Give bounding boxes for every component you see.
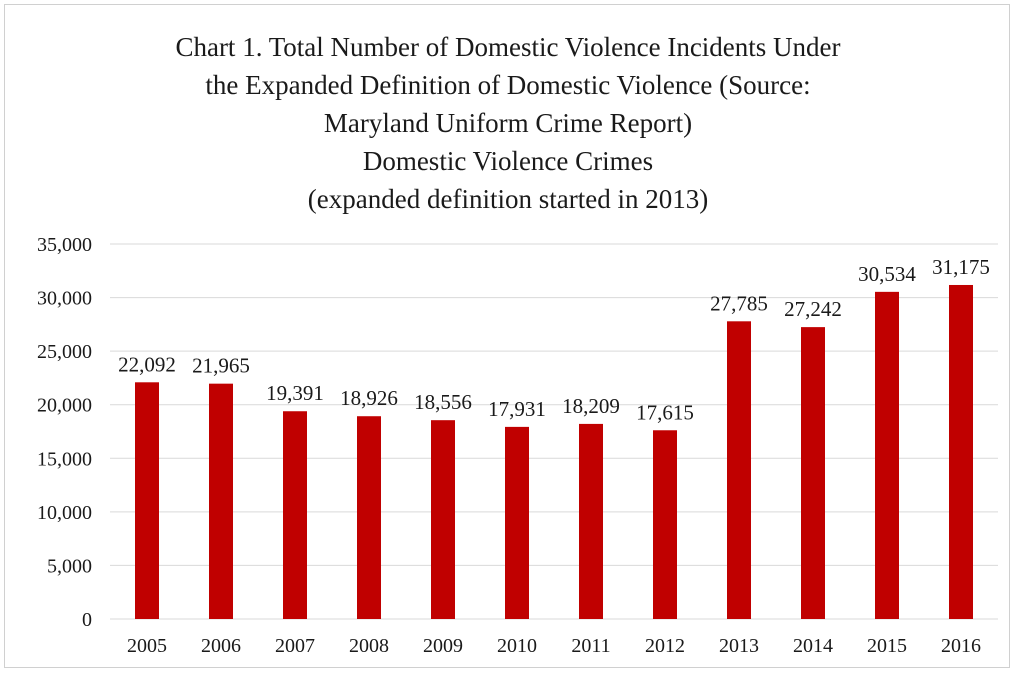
- bar-2006: [209, 383, 233, 619]
- chart-title-line-1: Chart 1. Total Number of Domestic Violen…: [175, 32, 841, 62]
- bars: [135, 284, 973, 619]
- x-axis-category-labels: 2005 2006 2007 2008 2009 2010 2011 2012 2013 2014…: [127, 635, 981, 657]
- y-tick-label: 10,000: [37, 502, 92, 524]
- x-category-label-2006: 2006: [201, 635, 241, 657]
- bar-value-label-2010: 17,931: [488, 397, 546, 421]
- bar-2007: [283, 411, 307, 619]
- chart-title-line-5: (expanded definition started in 2013): [307, 184, 709, 214]
- chart-title-line-3: Maryland Uniform Crime Report): [323, 108, 693, 138]
- bar-value-labels: 22,092 21,965 19,391 18,926 18,556 17,931 18,2…: [118, 255, 990, 424]
- y-tick-label: 25,000: [37, 341, 92, 363]
- grid-lines: [110, 243, 998, 620]
- chart-title-line-2: the Expanded Definition of Domestic Viol…: [205, 70, 811, 100]
- chart-title-line-4: Domestic Violence Crimes: [362, 146, 654, 176]
- y-tick-label: 5,000: [47, 555, 92, 577]
- bar-value-label-2009: 18,556: [414, 390, 472, 414]
- bar-2015: [875, 291, 899, 619]
- bar-value-label-2014: 27,242: [784, 297, 842, 321]
- x-category-label-2009: 2009: [423, 635, 463, 657]
- x-category-label-2008: 2008: [349, 635, 389, 657]
- bar-2013: [727, 321, 751, 619]
- bar-value-label-2012: 17,615: [636, 400, 694, 424]
- bar-value-label-2007: 19,391: [266, 381, 324, 405]
- bar-value-label-2011: 18,209: [562, 394, 620, 418]
- y-tick-label: 15,000: [37, 448, 92, 470]
- y-tick-label: 35,000: [37, 234, 92, 256]
- bar-value-label-2013: 27,785: [710, 291, 768, 315]
- bar-value-label-2005: 22,092: [118, 352, 176, 376]
- x-category-label-2016: 2016: [941, 635, 981, 657]
- x-category-label-2012: 2012: [645, 635, 685, 657]
- bar-2012: [653, 430, 677, 619]
- bar-value-label-2006: 21,965: [192, 354, 250, 378]
- bar-2011: [579, 423, 603, 619]
- bar-2010: [505, 426, 529, 619]
- y-tick-label: 0: [82, 609, 92, 631]
- bar-2016: [949, 284, 973, 619]
- x-category-label-2010: 2010: [497, 635, 537, 657]
- x-category-label-2011: 2011: [571, 635, 610, 657]
- chart-title: Chart 1. Total Number of Domestic Violen…: [0, 28, 1016, 218]
- bar-value-label-2008: 18,926: [340, 386, 398, 410]
- x-category-label-2007: 2007: [275, 635, 315, 657]
- x-category-label-2014: 2014: [793, 635, 833, 657]
- y-tick-label: 30,000: [37, 288, 92, 310]
- bar-value-label-2015: 30,534: [858, 262, 916, 286]
- x-category-label-2013: 2013: [719, 635, 759, 657]
- bar-value-label-2016: 31,175: [932, 255, 990, 279]
- bar-2014: [801, 327, 825, 619]
- bar-2009: [431, 420, 455, 619]
- bar-2008: [357, 416, 381, 619]
- y-axis-tick-labels: 0 5,000 10,000 15,000 20,000 25,000 30,000 35,0…: [37, 234, 92, 631]
- bar-2005: [135, 382, 159, 619]
- y-tick-label: 20,000: [37, 395, 92, 417]
- x-category-label-2015: 2015: [867, 635, 907, 657]
- x-category-label-2005: 2005: [127, 635, 167, 657]
